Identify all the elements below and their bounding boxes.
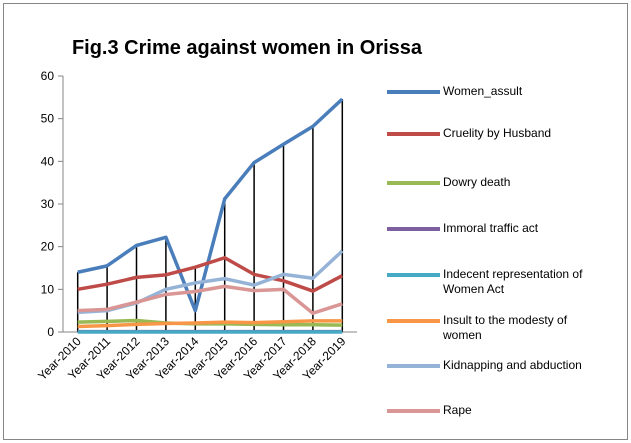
y-tick-label: 10	[41, 282, 55, 296]
legend-label: Insult to the modesty of women	[443, 313, 568, 342]
y-tick-label: 0	[47, 325, 54, 339]
chart-border	[3, 3, 628, 440]
series-line	[77, 97, 344, 313]
y-tick-label: 40	[41, 154, 55, 168]
legend-label: Indecent representation of Women Act	[443, 267, 583, 296]
chart-title: Fig.3 Crime against women in Orissa	[72, 37, 423, 59]
legend-label: Rape	[443, 403, 472, 417]
y-tick-label: 30	[41, 197, 55, 211]
legend-label: Women_assult	[443, 84, 523, 98]
series-line	[77, 319, 343, 329]
series-line	[77, 284, 343, 315]
y-tick-label: 50	[41, 112, 55, 126]
y-tick-label: 20	[41, 240, 55, 254]
y-tick-label: 60	[41, 69, 55, 83]
legend-label: Immoral traffic act	[443, 221, 539, 235]
series-line	[77, 256, 344, 293]
legend-label: Dowry death	[443, 175, 511, 189]
legend-label: Kidnapping and abduction	[443, 358, 582, 372]
legend-label: Cruelity by Husband	[443, 126, 552, 140]
